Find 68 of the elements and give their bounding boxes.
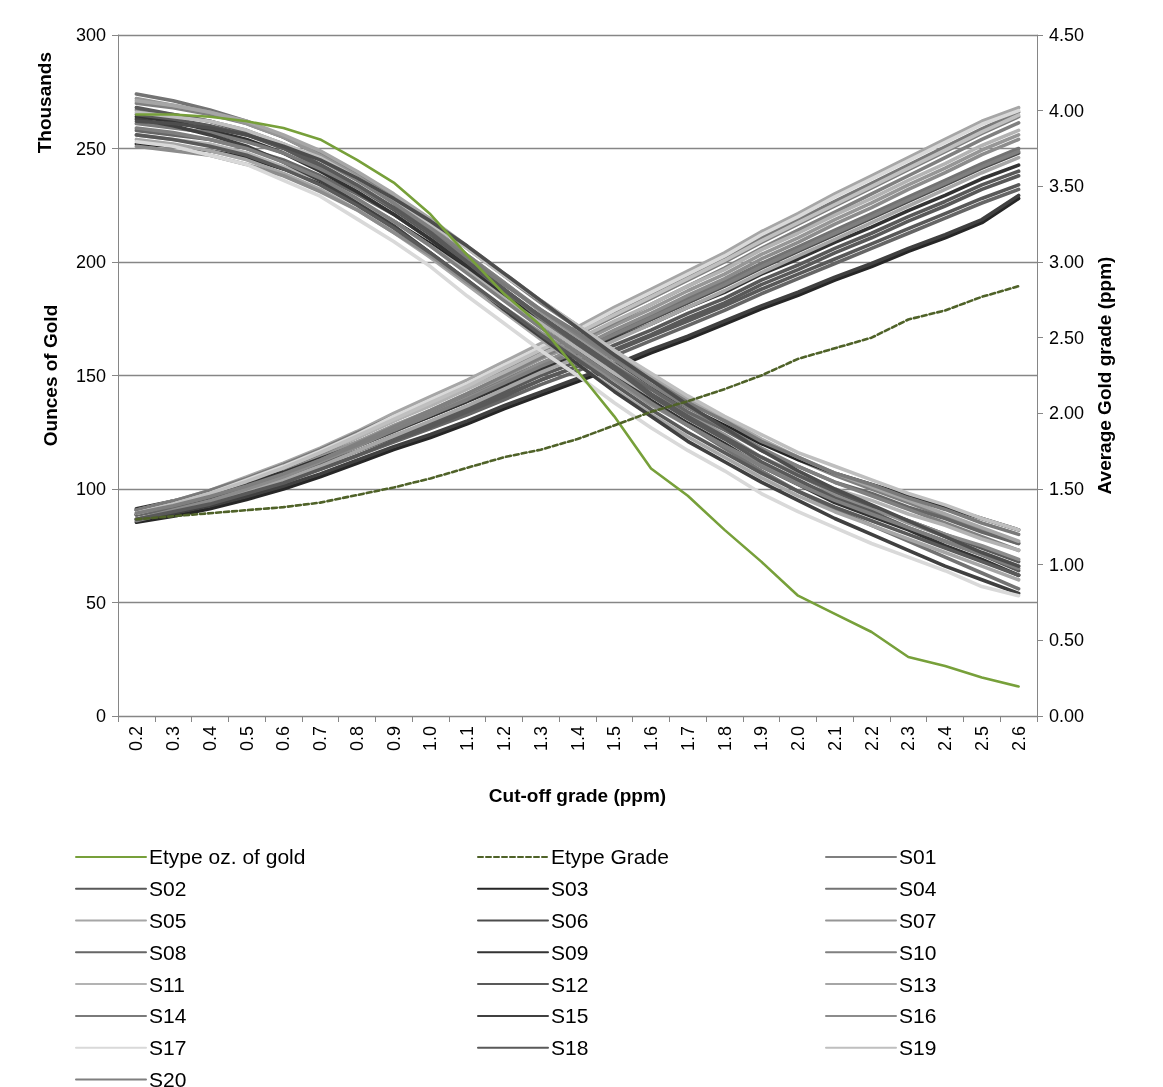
- y2-tick-label: 2.50: [1049, 327, 1085, 348]
- text: Thousands: [34, 51, 55, 154]
- legend-label: S08: [149, 940, 187, 964]
- legend-label: S20: [149, 1068, 187, 1087]
- x-tick-label: 1.3: [530, 726, 551, 752]
- x-tick-label: 0.8: [346, 726, 367, 752]
- x-tick-label: 0.4: [199, 726, 220, 752]
- x-tick-label: 0.9: [383, 726, 404, 752]
- x-tick-label: 1.9: [751, 726, 772, 752]
- x-tick-label: 1.1: [457, 726, 478, 752]
- x-tick-label: 0.7: [310, 726, 331, 752]
- x-tick-label: 2.3: [898, 726, 919, 752]
- y2-tick-label: 0.00: [1049, 706, 1085, 726]
- legend-label: S10: [899, 940, 937, 964]
- x-tick-label: 0.6: [273, 726, 294, 752]
- x-axis-title: Cut-off grade (ppm): [488, 785, 667, 806]
- y-tick-label: 50: [85, 592, 106, 613]
- y-tick-label: 0: [95, 706, 106, 726]
- legend-label: S01: [899, 845, 937, 869]
- x-tick-label: 1.7: [677, 726, 698, 752]
- x-tick-label: 0.5: [236, 726, 257, 752]
- y-tick-label: 150: [75, 365, 106, 386]
- y2-axis-title: Average Gold grade (ppm): [1094, 256, 1115, 495]
- legend-label: S05: [149, 909, 187, 932]
- x-tick-label: 1.8: [714, 726, 735, 752]
- y2-tick-label: 4.00: [1049, 100, 1085, 121]
- x-tick-label: 2.6: [1008, 726, 1029, 752]
- y-tick-label: 300: [75, 25, 106, 45]
- x-tick-label: 2.5: [971, 726, 992, 752]
- y-tick-label: 100: [75, 479, 106, 499]
- legend-label: S15: [551, 1004, 589, 1028]
- x-tick-label: 2.2: [861, 726, 882, 752]
- y2-tick-label: 3.50: [1049, 176, 1085, 197]
- x-tick-label: 2.4: [935, 726, 956, 752]
- x-tick-label: 1.4: [567, 726, 588, 752]
- legend-label: S16: [899, 1004, 937, 1028]
- legend-label: Etype oz. of gold: [149, 845, 306, 869]
- x-tick-label: 0.3: [163, 726, 184, 752]
- x-tick-label: 1.0: [420, 726, 441, 752]
- y2-tick-label: 1.00: [1049, 554, 1085, 575]
- x-tick-label: 1.6: [641, 726, 662, 752]
- x-tick-label: 2.0: [788, 726, 809, 752]
- y-tick-label: 250: [75, 138, 106, 159]
- legend-label: S04: [899, 877, 937, 901]
- legend-label: S07: [899, 909, 937, 932]
- y2-tick-label: 1.50: [1049, 479, 1085, 499]
- legend-label: S03: [551, 877, 589, 901]
- y-tick-label: 200: [75, 252, 106, 272]
- legend-label: S17: [149, 1036, 187, 1060]
- legend-label: S02: [149, 877, 187, 901]
- legend-label: S11: [149, 972, 185, 996]
- x-tick-label: 0.2: [126, 726, 147, 752]
- y-axis-title: Ounces of Gold: [40, 304, 61, 447]
- y2-tick-label: 3.00: [1049, 252, 1085, 272]
- legend-label: S18: [551, 1036, 589, 1060]
- legend-label: S06: [551, 909, 589, 932]
- x-tick-label: 2.1: [824, 726, 845, 752]
- y2-tick-label: 0.50: [1049, 630, 1085, 651]
- y2-tick-label: 2.00: [1049, 403, 1085, 424]
- legend-label: S13: [899, 972, 937, 996]
- legend-label: S09: [551, 940, 589, 964]
- legend-label: Etype Grade: [551, 845, 669, 869]
- y2-tick-label: 4.50: [1049, 25, 1085, 45]
- x-tick-label: 1.2: [493, 726, 514, 752]
- x-tick-label: 1.5: [604, 726, 625, 752]
- legend-label: S19: [899, 1036, 937, 1060]
- legend-label: S14: [149, 1004, 187, 1028]
- legend-label: S12: [551, 972, 589, 996]
